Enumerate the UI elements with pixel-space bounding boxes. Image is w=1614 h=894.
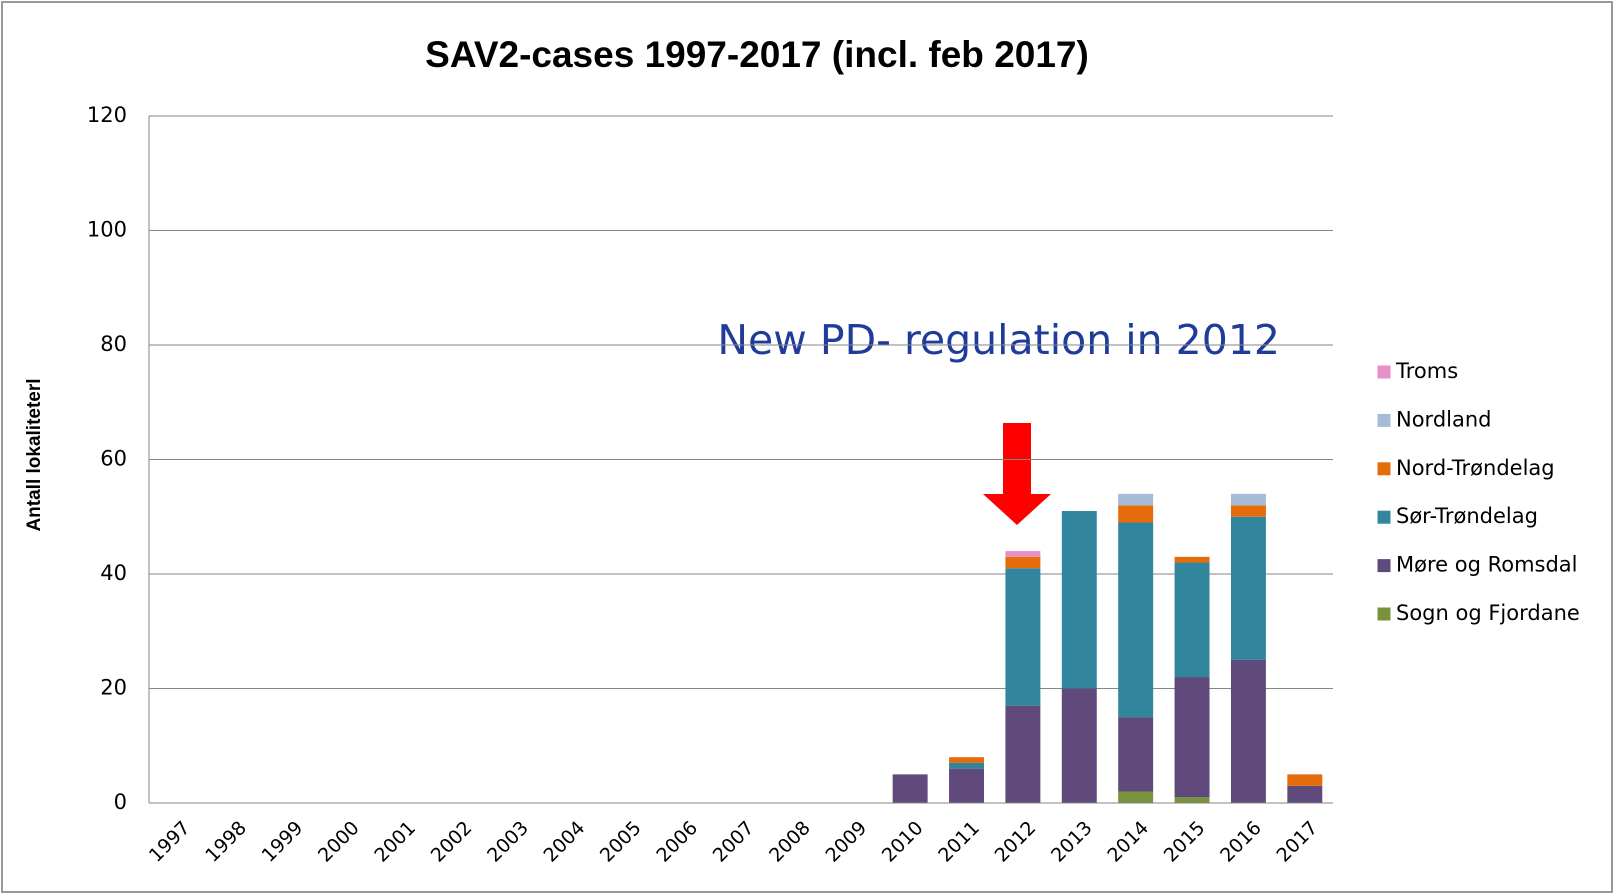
y-tick-label: 0 [114,790,127,814]
chart-title: SAV2-cases 1997-2017 (incl. feb 2017) [425,34,1089,75]
bar-segment [1174,677,1210,798]
legend-label: Troms [1395,359,1458,383]
legend-swatch [1376,558,1392,574]
bar-segment [1118,493,1154,506]
bar-segment [1005,556,1041,569]
bar-segment [892,774,928,803]
y-tick-label: 60 [100,447,127,471]
legend-swatch [1376,509,1392,525]
bar-segment [1174,797,1210,803]
bar-segment [1230,493,1266,506]
bar-segment [1118,522,1154,718]
bar-segment [1061,511,1097,689]
y-tick-label: 80 [100,332,127,356]
bar-segment [1174,556,1210,563]
legend-label: Nordland [1396,407,1492,431]
bar-segment [1230,516,1266,660]
legend-swatch [1376,461,1392,477]
legend-swatch [1376,412,1392,428]
legend-label: Nord-Trøndelag [1396,456,1555,480]
y-tick-label: 120 [87,103,127,127]
legend-label: Møre og Romsdal [1396,553,1578,577]
bar-segment [1118,505,1154,523]
legend-label: Sør-Trøndelag [1396,504,1538,528]
legend-label: Sogn og Fjordane [1396,601,1580,625]
bar-segment [1118,791,1154,803]
bar-segment [949,768,985,803]
bar-segment [1174,562,1210,678]
bar-segment [1005,705,1041,803]
bar-segment [949,762,985,769]
y-tick-label: 100 [87,218,127,242]
bar-segment [949,757,985,763]
bar-segment [1118,717,1154,792]
annotation: New PD- regulation in 2012 [717,316,1280,364]
bar-segment [1287,785,1323,803]
bar-segment [1287,774,1323,786]
bar-segment [1230,659,1266,803]
bar-segment [1230,505,1266,517]
bar-segment [1005,551,1041,557]
legend-swatch [1376,364,1392,380]
y-tick-label: 40 [100,561,127,585]
y-tick-label: 20 [100,676,127,700]
y-axis-label: Antall lokaliteterl [24,378,45,531]
arrow [983,423,1051,525]
bar-segment [1061,688,1097,803]
bar-segment [1005,568,1041,706]
legend-swatch [1376,606,1392,622]
